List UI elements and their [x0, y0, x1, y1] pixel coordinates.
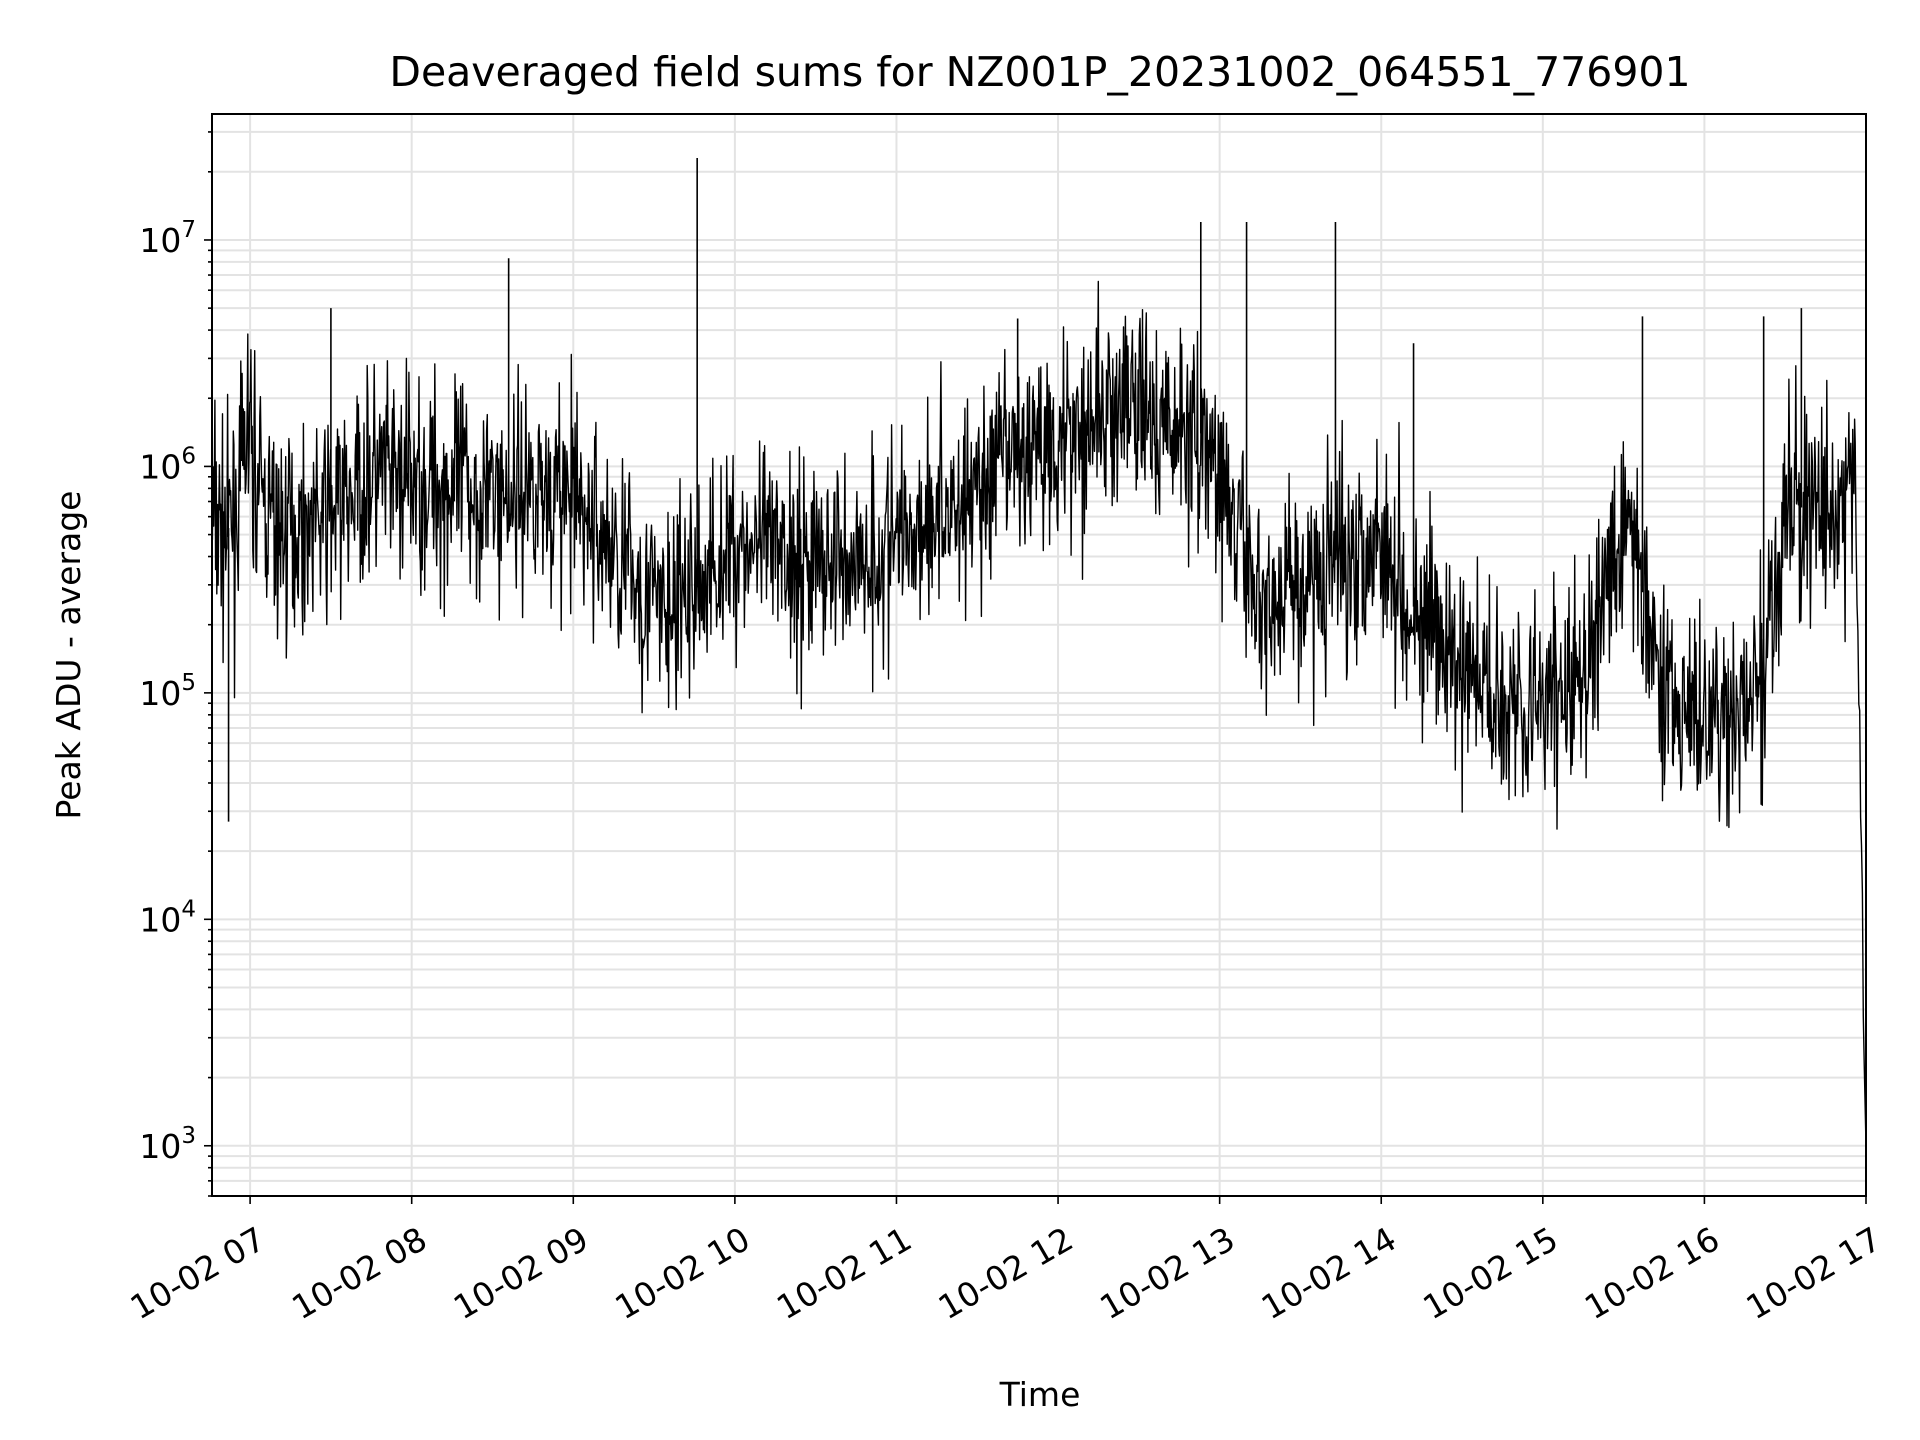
plot-frame: [211, 113, 1867, 1197]
y-axis-label: Peak ADU - average: [49, 491, 88, 820]
y-tick-label: 104: [139, 896, 196, 939]
series-line: [211, 280, 1867, 1146]
y-axis-ticks: 103 104 105 106 107: [139, 131, 212, 1197]
y-tick-label: 105: [139, 670, 196, 713]
y-tick-label: 103: [139, 1123, 196, 1166]
y-tick-label: 106: [139, 443, 196, 486]
x-axis-label: Time: [999, 1375, 1081, 1414]
data-series: [211, 158, 1867, 1146]
y-gridlines: [212, 130, 1866, 1197]
chart-title: Deaveraged field sums for NZ001P_2023100…: [389, 48, 1690, 96]
y-tick-label: 107: [139, 217, 196, 260]
